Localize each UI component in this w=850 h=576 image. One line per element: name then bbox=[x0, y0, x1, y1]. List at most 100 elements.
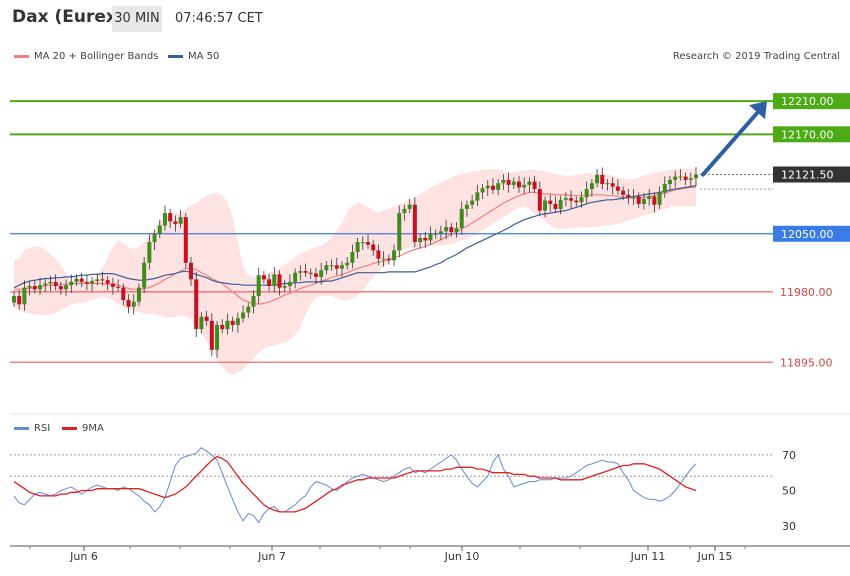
candle bbox=[100, 271, 105, 286]
candle-body bbox=[381, 258, 386, 260]
candle-body bbox=[522, 184, 527, 188]
candle bbox=[12, 291, 16, 307]
candle bbox=[178, 209, 183, 228]
candle bbox=[64, 279, 69, 296]
candle-body bbox=[621, 190, 626, 195]
candle-body bbox=[58, 286, 63, 290]
timeframe-selector[interactable]: 30 MIN bbox=[112, 6, 162, 32]
candle-body bbox=[605, 183, 610, 185]
candle-body bbox=[27, 286, 32, 288]
candle-body bbox=[199, 316, 204, 330]
level-text: 11980.00 bbox=[780, 286, 833, 299]
candle bbox=[449, 223, 454, 237]
candle bbox=[407, 198, 412, 214]
candle bbox=[673, 170, 678, 188]
candle-body bbox=[600, 174, 605, 185]
candle bbox=[313, 267, 318, 284]
candle-body bbox=[225, 320, 230, 330]
candle-body bbox=[215, 324, 220, 350]
candle-body bbox=[652, 196, 657, 205]
candle bbox=[496, 179, 501, 196]
candle-body bbox=[162, 213, 167, 226]
level-label-0: 12210.00 bbox=[773, 93, 850, 110]
candle-body bbox=[673, 176, 678, 180]
candle bbox=[636, 192, 641, 209]
candle bbox=[600, 167, 605, 190]
candle bbox=[199, 312, 204, 334]
candle bbox=[241, 305, 246, 323]
candle-body bbox=[261, 275, 266, 280]
candle bbox=[360, 236, 365, 250]
candle-body bbox=[511, 181, 516, 185]
candle bbox=[136, 283, 141, 306]
candle-body bbox=[220, 324, 225, 330]
candle bbox=[53, 274, 58, 291]
candle-body bbox=[392, 250, 397, 261]
chart-header: Dax (Eurex) 30 MIN 07:46:57 CET bbox=[0, 0, 850, 40]
candle-body bbox=[527, 181, 532, 185]
candle-body bbox=[209, 320, 214, 350]
candle-body bbox=[32, 286, 37, 290]
candle-body bbox=[287, 281, 292, 287]
candle bbox=[574, 196, 579, 207]
candle-body bbox=[615, 186, 620, 191]
legend-bollinger-swatch bbox=[14, 55, 29, 58]
legend-rsi-swatch bbox=[14, 427, 29, 430]
candle-body bbox=[553, 203, 558, 209]
candle-body bbox=[631, 196, 636, 198]
candle bbox=[464, 200, 469, 217]
candle-body bbox=[683, 176, 688, 180]
candle bbox=[152, 229, 157, 250]
candle bbox=[485, 179, 490, 197]
candle bbox=[652, 192, 657, 213]
rsi-tick-label-0: 30 bbox=[782, 520, 796, 533]
rsi-tick-label-2: 70 bbox=[782, 449, 796, 462]
copyright-notice: Research © 2019 Trading Central bbox=[672, 51, 840, 62]
candle bbox=[366, 234, 371, 249]
level-text: 12210.00 bbox=[781, 95, 834, 108]
candle-body bbox=[152, 233, 157, 243]
candle-body bbox=[293, 272, 298, 282]
candle-body bbox=[173, 221, 178, 224]
candle-body bbox=[194, 279, 199, 330]
candle bbox=[641, 193, 646, 210]
candle-body bbox=[100, 279, 105, 281]
candle bbox=[168, 208, 173, 228]
candle-body bbox=[345, 262, 350, 266]
candle-body bbox=[589, 183, 594, 190]
candle bbox=[355, 237, 360, 259]
candle bbox=[626, 189, 631, 204]
candle-body bbox=[48, 281, 53, 284]
candle-body bbox=[43, 283, 48, 286]
candle bbox=[162, 205, 167, 231]
candle-body bbox=[548, 200, 553, 204]
candle bbox=[95, 273, 100, 286]
candle bbox=[204, 310, 209, 327]
candle bbox=[470, 194, 475, 209]
candle bbox=[116, 279, 121, 292]
timestamp: 07:46:57 CET bbox=[175, 11, 263, 26]
candle bbox=[480, 184, 485, 199]
time-label-2: Jun 10 bbox=[444, 550, 480, 563]
last-price-badge-bg bbox=[773, 166, 850, 183]
projection-arrow-shaft bbox=[701, 111, 759, 177]
candle-body bbox=[366, 242, 371, 245]
candle-body bbox=[282, 286, 287, 288]
candle bbox=[272, 266, 277, 293]
candle-body bbox=[454, 227, 459, 233]
candle bbox=[605, 179, 610, 191]
candle-body bbox=[641, 198, 646, 204]
candle bbox=[58, 281, 63, 295]
candle-body bbox=[444, 227, 449, 232]
candle-body bbox=[506, 179, 511, 185]
candle bbox=[293, 268, 298, 289]
candle-body bbox=[636, 196, 641, 204]
candle-body bbox=[480, 188, 485, 193]
candle-body bbox=[407, 204, 412, 209]
level-text: 11895.00 bbox=[780, 356, 833, 369]
candle bbox=[121, 283, 126, 306]
candle-body bbox=[38, 285, 43, 290]
legend-ma50-label: MA 50 bbox=[188, 51, 220, 62]
ma50-line bbox=[13, 185, 697, 289]
candle bbox=[527, 177, 532, 193]
